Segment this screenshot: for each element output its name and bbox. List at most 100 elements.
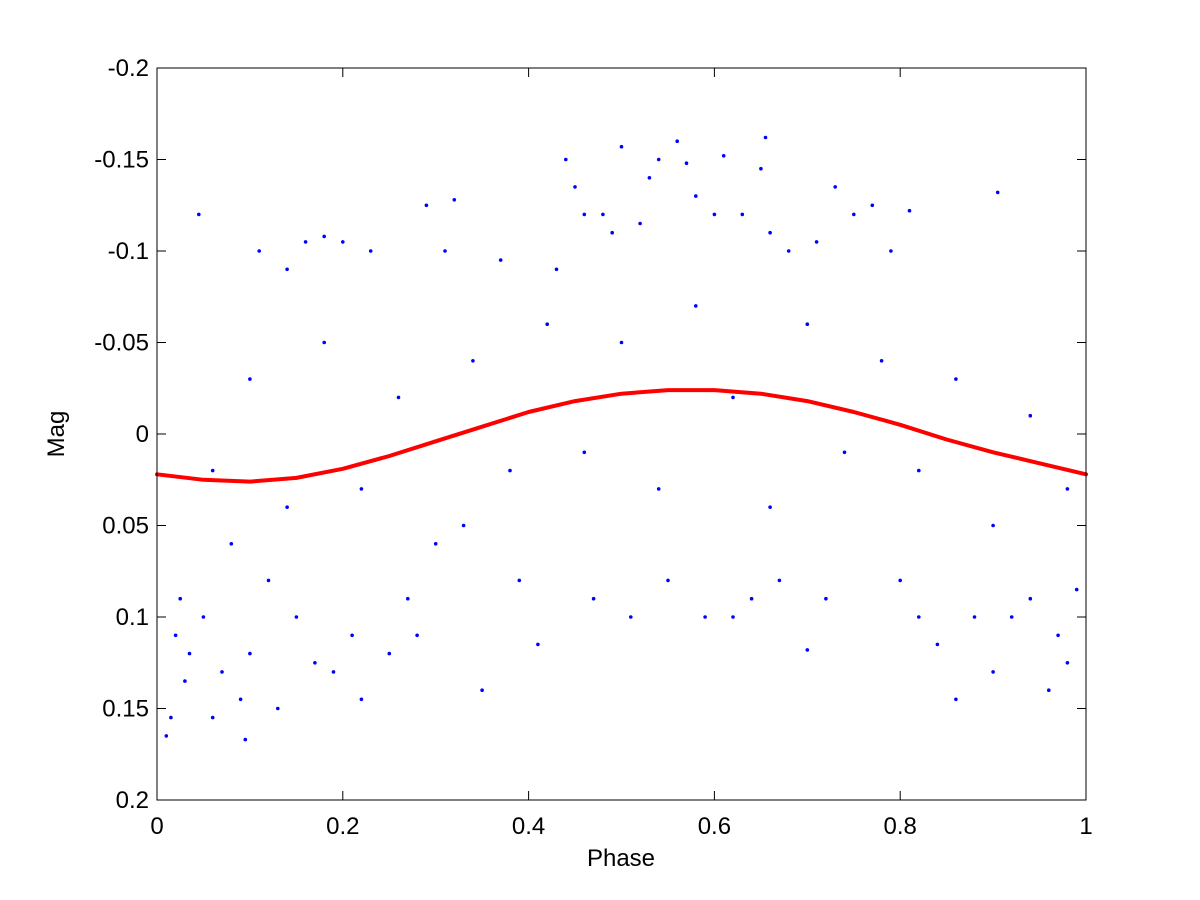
y-tick-label: -0.1 xyxy=(108,238,149,265)
data-point xyxy=(582,450,587,455)
data-point xyxy=(210,715,215,720)
data-point xyxy=(694,304,698,308)
data-point xyxy=(498,258,503,262)
data-point xyxy=(341,240,345,244)
data-point xyxy=(917,468,921,473)
data-point xyxy=(415,633,419,638)
data-point xyxy=(210,468,215,473)
data-point xyxy=(619,340,624,345)
x-tick-label: 0 xyxy=(150,813,163,840)
fit-series xyxy=(155,388,1088,484)
data-point xyxy=(898,578,902,583)
data-point xyxy=(601,212,605,217)
data-point xyxy=(638,221,642,226)
data-point xyxy=(350,633,354,638)
y-tick-label: -0.05 xyxy=(94,330,149,357)
data-point xyxy=(814,240,819,244)
data-point xyxy=(1028,596,1033,601)
data-point xyxy=(554,267,559,272)
data-point xyxy=(749,596,754,601)
data-point xyxy=(1047,688,1051,692)
data-point xyxy=(721,154,726,158)
data-point xyxy=(731,615,735,619)
data-point xyxy=(303,240,308,244)
data-point xyxy=(995,190,1000,195)
x-axis-label: Phase xyxy=(587,845,655,872)
data-point xyxy=(178,596,182,601)
data-point xyxy=(703,615,707,619)
x-tick-label: 0.2 xyxy=(326,813,359,840)
data-point xyxy=(694,194,698,198)
y-tick-label: 0.05 xyxy=(102,513,149,540)
data-point xyxy=(406,596,410,601)
data-point xyxy=(991,523,995,528)
data-point xyxy=(461,523,466,528)
data-point xyxy=(935,642,940,647)
data-point xyxy=(1065,487,1070,491)
data-point xyxy=(396,395,401,400)
y-tick-label: 0.15 xyxy=(102,696,149,723)
data-point xyxy=(1065,661,1070,665)
data-point xyxy=(763,135,768,140)
data-point xyxy=(870,203,875,208)
data-point xyxy=(731,395,735,400)
data-point xyxy=(517,578,522,583)
data-point xyxy=(173,633,178,638)
y-tick-label: 0.2 xyxy=(116,787,149,814)
data-point xyxy=(322,340,327,345)
data-point xyxy=(805,648,810,652)
data-point xyxy=(201,615,206,619)
data-point xyxy=(220,670,224,674)
data-point xyxy=(954,377,958,381)
data-point xyxy=(322,234,327,239)
data-point xyxy=(331,670,336,674)
x-tick-label: 0.4 xyxy=(512,813,545,840)
data-point xyxy=(197,212,201,217)
data-point xyxy=(266,578,271,583)
data-point xyxy=(443,249,447,253)
x-tick-label: 1 xyxy=(1079,813,1092,840)
data-point xyxy=(169,715,173,720)
data-point xyxy=(545,322,549,327)
data-point xyxy=(712,212,717,217)
data-point xyxy=(433,542,438,546)
data-point xyxy=(629,615,633,619)
data-point xyxy=(564,157,568,162)
data-point xyxy=(684,161,689,165)
data-point xyxy=(972,615,977,619)
data-point xyxy=(759,166,763,171)
y-tick-label: -0.2 xyxy=(108,55,149,82)
data-point xyxy=(285,267,289,272)
data-point xyxy=(852,212,856,217)
data-point xyxy=(424,203,429,208)
y-axis-label: Mag xyxy=(43,411,70,458)
data-point xyxy=(591,596,596,601)
y-tick-label: 0 xyxy=(136,421,149,448)
data-point xyxy=(907,208,912,213)
data-point xyxy=(480,688,484,692)
data-point xyxy=(1009,615,1014,619)
data-point xyxy=(619,144,624,149)
data-point xyxy=(471,359,475,363)
data-point xyxy=(183,679,187,683)
data-point xyxy=(1074,587,1079,592)
data-point xyxy=(536,642,540,647)
fit-line xyxy=(155,388,1088,484)
data-point xyxy=(276,706,280,711)
data-point xyxy=(248,651,252,656)
x-axis: 0 0.2 0.4 0.6 0.8 1 xyxy=(150,68,1093,840)
data-point xyxy=(917,615,921,619)
data-point xyxy=(805,322,810,327)
data-point xyxy=(238,697,243,702)
data-point xyxy=(1056,633,1060,638)
data-point xyxy=(368,249,373,253)
data-point xyxy=(359,697,364,702)
data-point xyxy=(452,198,457,202)
data-point xyxy=(786,249,791,253)
data-point xyxy=(257,249,262,253)
data-point xyxy=(833,185,837,189)
data-point xyxy=(387,651,392,656)
data-point xyxy=(768,230,772,235)
y-tick-label: -0.15 xyxy=(94,147,149,174)
data-point xyxy=(187,651,192,656)
